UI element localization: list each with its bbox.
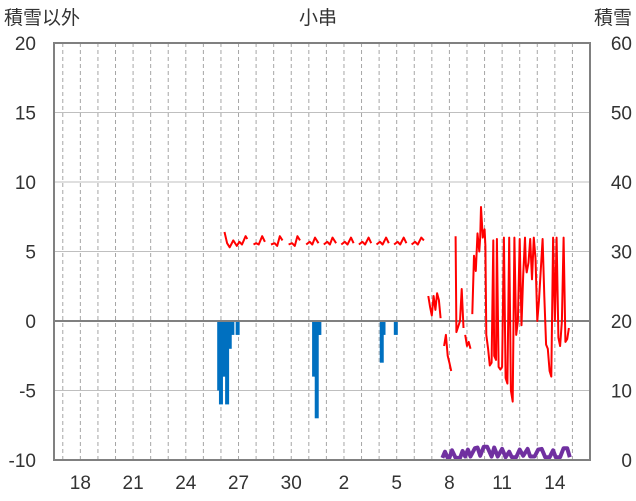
x-tick-label: 27 <box>228 473 249 494</box>
precipitation-bar <box>230 321 235 335</box>
temperature-line <box>323 236 337 246</box>
snow-depth-series <box>440 444 572 460</box>
left-tick-label: 20 <box>15 34 36 55</box>
left-tick-label: 10 <box>15 173 36 194</box>
right-tick-label: 10 <box>611 382 632 403</box>
temperature-line <box>443 333 453 372</box>
temperature-line <box>253 235 266 246</box>
x-tick-label: 21 <box>123 473 144 494</box>
temperature-line <box>358 236 373 246</box>
right-tick-label: 50 <box>611 104 632 125</box>
temperature-line <box>270 235 284 247</box>
x-tick-label: 18 <box>70 473 91 494</box>
x-tick-label: 24 <box>175 473 197 494</box>
x-tick-label: 5 <box>391 473 402 494</box>
x-axis-ticks: 18 21 24 27 30 2 5 8 11 14 <box>70 473 566 494</box>
temperature-line <box>393 236 408 246</box>
precipitation-bar <box>381 321 386 335</box>
right-tick-label: 0 <box>621 451 632 472</box>
precipitation-bar <box>317 321 322 335</box>
temperature-line <box>288 235 301 247</box>
x-tick-label: 8 <box>444 473 455 494</box>
precipitation-bar <box>314 321 319 419</box>
x-tick-label: 30 <box>281 473 302 494</box>
right-tick-label: 20 <box>611 312 632 333</box>
temperature-line <box>305 236 320 246</box>
right-tick-label: 30 <box>611 243 632 264</box>
plot-frame <box>53 42 591 461</box>
x-tick-label: 2 <box>339 473 350 494</box>
precipitation-bar <box>393 321 398 335</box>
snow-depth-line <box>440 444 572 460</box>
x-tick-label: 14 <box>544 473 566 494</box>
precipitation-series <box>217 321 398 419</box>
temperature-line <box>427 292 442 319</box>
temperature-line <box>375 236 390 246</box>
left-axis-title: 積雪以外 <box>4 7 80 29</box>
precipitation-bar <box>379 321 384 363</box>
right-tick-label: 40 <box>611 173 632 194</box>
grid <box>54 43 590 460</box>
precipitation-bar <box>235 321 240 335</box>
temperature-line <box>223 231 249 249</box>
left-tick-label: 15 <box>15 104 36 125</box>
precipitation-bar <box>222 321 227 377</box>
temperature-line <box>464 334 472 350</box>
temperature-line <box>454 236 465 334</box>
left-tick-label: 0 <box>25 312 36 333</box>
temperature-line <box>340 236 355 246</box>
chart-title: 小串 <box>299 7 337 29</box>
precipitation-bar <box>227 321 232 349</box>
temperature-line <box>410 236 425 246</box>
right-axis-ticks: 0 10 20 30 40 50 60 <box>611 34 632 472</box>
left-tick-label: -5 <box>19 382 36 403</box>
left-tick-label: 5 <box>25 243 36 264</box>
x-tick-label: 11 <box>492 473 512 494</box>
left-tick-label: -10 <box>9 451 36 472</box>
right-tick-label: 60 <box>611 34 632 55</box>
left-axis-ticks: -10 -5 0 5 10 15 20 <box>9 34 36 472</box>
temperature-line <box>471 206 570 403</box>
precipitation-bar <box>225 321 230 405</box>
right-axis-title: 積雪 <box>594 7 632 29</box>
temperature-series <box>223 206 570 403</box>
